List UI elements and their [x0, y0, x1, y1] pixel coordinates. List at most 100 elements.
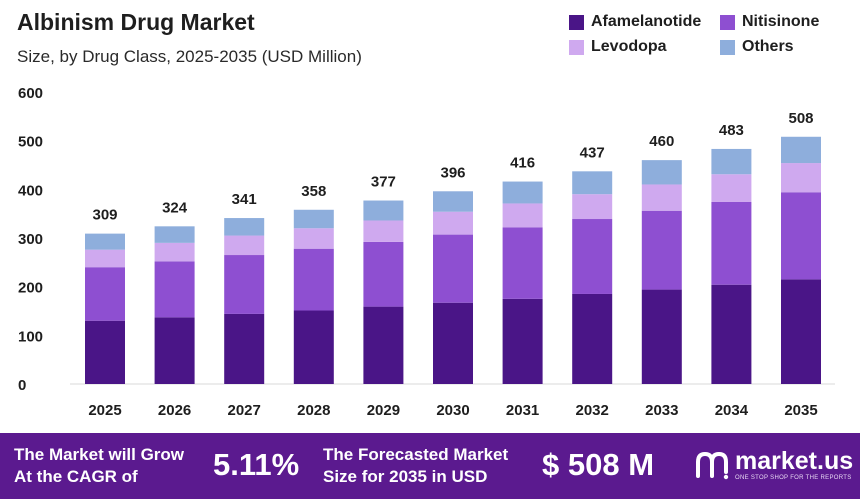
bar-levodopa-2027 [224, 235, 265, 256]
bar-nitisinone-2033 [641, 210, 682, 290]
bar-nitisinone-2028 [293, 248, 334, 311]
bar-others-2029 [363, 200, 404, 221]
x-tick-label-2025: 2025 [88, 402, 121, 419]
chart-title: Albinism Drug Market [17, 9, 255, 35]
bar-levodopa-2029 [363, 220, 404, 242]
bar-others-2032 [572, 171, 613, 195]
cagr-label-line1: The Market will Grow [14, 445, 185, 464]
bar-afamelanotide-2028 [293, 310, 334, 384]
total-label-2032: 437 [580, 144, 605, 161]
x-tick-label-2027: 2027 [228, 402, 261, 419]
y-tick-label-300: 300 [18, 231, 43, 248]
legend-item-levodopa: Levodopa [569, 37, 667, 57]
bar-levodopa-2035 [781, 163, 821, 193]
bar-nitisinone-2025 [85, 267, 125, 321]
legend-item-afamelanotide: Afamelanotide [569, 12, 701, 32]
bar-levodopa-2033 [641, 184, 682, 211]
bar-levodopa-2028 [293, 228, 334, 249]
bar-afamelanotide-2031 [502, 298, 543, 384]
x-tick-label-2033: 2033 [645, 402, 678, 419]
legend-label-afamelanotide: Afamelanotide [591, 13, 702, 30]
x-tick-label-2029: 2029 [367, 402, 400, 419]
bar-afamelanotide-2027 [224, 313, 265, 384]
y-tick-label-0: 0 [18, 377, 26, 394]
market-us-logo-icon [696, 451, 729, 480]
bar-afamelanotide-2025 [85, 320, 125, 384]
cagr-label-line2: At the CAGR of [14, 467, 138, 486]
brand-logo: market.us ONE STOP SHOP FOR THE REPORTS [695, 448, 853, 482]
y-tick-label-600: 600 [18, 85, 43, 102]
bar-levodopa-2026 [154, 242, 195, 262]
footer-banner: The Market will Grow At the CAGR of 5.11… [0, 433, 860, 499]
legend-swatch-afamelanotide [569, 14, 584, 30]
bar-nitisinone-2030 [433, 234, 473, 303]
y-tick-label-200: 200 [18, 280, 43, 297]
bar-nitisinone-2027 [224, 255, 265, 314]
legend-label-others: Others [742, 38, 794, 55]
total-label-2027: 341 [232, 191, 257, 208]
x-tick-label-2032: 2032 [576, 402, 609, 419]
y-tick-label-100: 100 [18, 328, 43, 345]
brand-name: market.us [735, 447, 854, 475]
bar-others-2035 [781, 136, 821, 164]
x-tick-label-2030: 2030 [436, 402, 469, 419]
cagr-value: 5.11% [213, 447, 300, 482]
bar-others-2026 [154, 226, 195, 243]
bar-afamelanotide-2033 [641, 289, 682, 384]
bar-levodopa-2032 [572, 194, 613, 220]
bar-nitisinone-2032 [572, 219, 613, 294]
total-label-2026: 324 [162, 199, 188, 216]
bar-levodopa-2031 [502, 203, 543, 228]
bar-others-2031 [502, 181, 543, 204]
forecast-label-line1: The Forecasted Market [323, 445, 509, 464]
bar-others-2025 [85, 233, 125, 250]
bar-afamelanotide-2030 [433, 302, 473, 384]
bar-nitisinone-2034 [711, 201, 752, 285]
total-label-2034: 483 [719, 122, 744, 139]
total-label-2031: 416 [510, 155, 535, 172]
bar-nitisinone-2035 [781, 192, 821, 280]
legend-item-nitisinone: Nitisinone [720, 12, 819, 32]
x-tick-label-2026: 2026 [158, 402, 191, 419]
bar-nitisinone-2031 [502, 227, 543, 299]
total-label-2029: 377 [371, 174, 396, 191]
bar-afamelanotide-2034 [711, 284, 752, 384]
bar-others-2033 [641, 160, 682, 185]
bar-levodopa-2030 [433, 211, 473, 235]
legend-swatch-nitisinone [720, 14, 735, 30]
bar-others-2034 [711, 148, 752, 175]
bar-levodopa-2034 [711, 174, 752, 202]
bar-levodopa-2025 [85, 249, 125, 268]
legend-item-others: Others [720, 37, 794, 57]
y-tick-label-500: 500 [18, 134, 43, 151]
legend-label-nitisinone: Nitisinone [742, 13, 820, 30]
stacked-bar-chart: 0 100 200 300 400 500 600 309 2025 324 2026 341 2027… [18, 85, 835, 419]
total-label-2033: 460 [649, 133, 674, 150]
forecast-label: The Forecasted Market Size for 2035 in U… [323, 444, 508, 488]
bar-others-2028 [293, 209, 334, 229]
bar-nitisinone-2026 [154, 261, 195, 318]
bar-afamelanotide-2032 [572, 293, 613, 384]
brand-tagline: ONE STOP SHOP FOR THE REPORTS [735, 475, 852, 481]
bar-afamelanotide-2035 [781, 279, 821, 384]
y-tick-label-400: 400 [18, 182, 43, 199]
total-label-2035: 508 [788, 110, 813, 127]
forecast-value: $ 508 M [542, 447, 655, 482]
total-label-2030: 396 [440, 164, 465, 181]
bar-others-2027 [224, 218, 265, 236]
bar-others-2030 [433, 191, 473, 212]
bar-afamelanotide-2029 [363, 306, 404, 384]
legend-swatch-others [720, 39, 735, 55]
x-tick-label-2028: 2028 [297, 402, 330, 419]
x-tick-label-2034: 2034 [715, 402, 749, 419]
chart-legend: Afamelanotide Nitisinone Levodopa Others [569, 12, 859, 62]
chart-subtitle: Size, by Drug Class, 2025-2035 (USD Mill… [17, 47, 362, 66]
x-tick-label-2035: 2035 [784, 402, 817, 419]
x-tick-label-2031: 2031 [506, 402, 539, 419]
total-label-2028: 358 [301, 183, 326, 200]
legend-swatch-levodopa [569, 39, 584, 55]
cagr-label: The Market will Grow At the CAGR of [14, 444, 184, 488]
bar-afamelanotide-2026 [154, 317, 195, 384]
forecast-label-line2: Size for 2035 in USD [323, 467, 488, 486]
legend-label-levodopa: Levodopa [591, 38, 667, 55]
